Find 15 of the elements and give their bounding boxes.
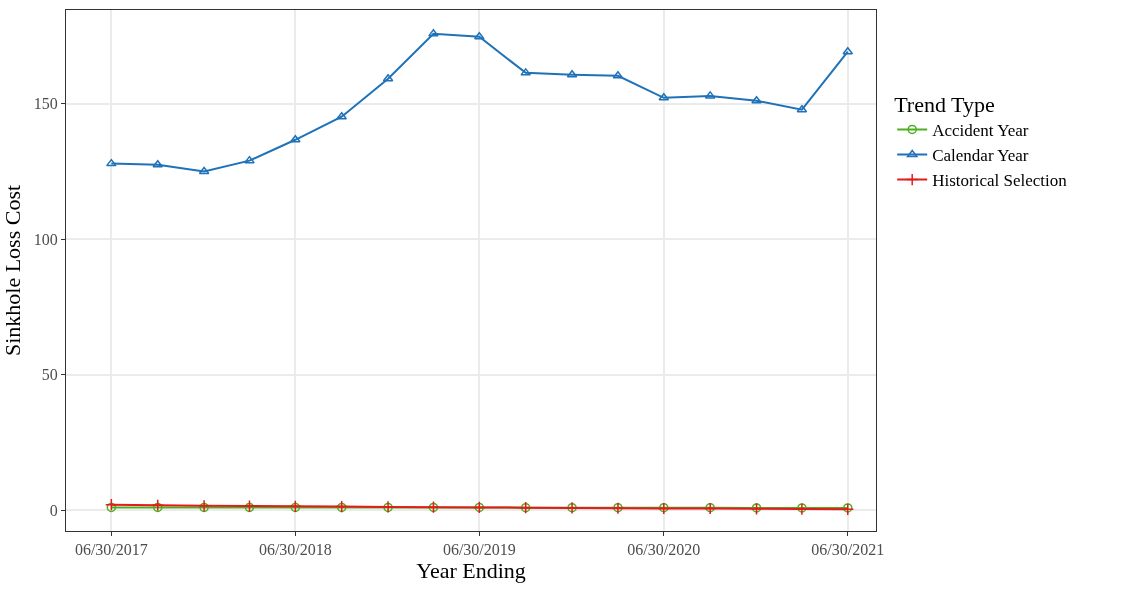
y-axis-title: Sinkhole Loss Cost <box>0 184 25 357</box>
legend-label: Historical Selection <box>932 171 1068 191</box>
x-tick-label: 06/30/2021 <box>811 541 885 559</box>
y-tick-label: 50 <box>41 366 58 384</box>
x-tick-label: 06/30/2019 <box>442 541 516 559</box>
y-tick-label: 150 <box>33 95 58 113</box>
x-axis-title: Year Ending <box>416 558 526 584</box>
legend-label: Calendar Year <box>932 146 1029 166</box>
legend-title: Trend Type <box>894 91 995 117</box>
x-tick-label: 06/30/2018 <box>258 541 332 559</box>
legend-label: Accident Year <box>932 121 1029 141</box>
y-tick-label: 0 <box>49 501 58 519</box>
x-tick-label: 06/30/2017 <box>74 541 148 559</box>
x-tick-label: 06/30/2020 <box>627 541 701 559</box>
y-tick-label: 100 <box>33 230 58 248</box>
